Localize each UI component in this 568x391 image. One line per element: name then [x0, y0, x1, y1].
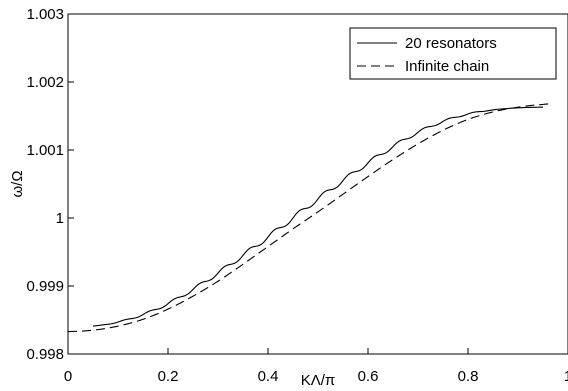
series-line-20-resonators: [93, 107, 543, 326]
y-tick-label: 1.003: [26, 6, 64, 23]
y-tick-label: 1: [56, 210, 64, 227]
y-tick-label: 0.999: [26, 278, 64, 295]
y-tick-label: 1.002: [26, 74, 64, 91]
x-axis-label: KΛ/π: [301, 372, 336, 389]
x-tick-label: 0: [64, 368, 72, 385]
legend-entry-infinite-chain: Infinite chain: [405, 58, 489, 75]
y-tick-label: 1.001: [26, 142, 64, 159]
x-tick-label: 0.4: [258, 368, 279, 385]
legend-entry-20-resonators: 20 resonators: [405, 35, 497, 52]
x-tick-label: 1: [564, 368, 568, 385]
x-tick-label: 0.8: [458, 368, 479, 385]
y-axis-ticks: 0.998 0.999 1 1.001 1.002 1.003: [26, 6, 74, 363]
y-tick-label: 0.998: [26, 346, 64, 363]
series-layer: [68, 104, 553, 332]
y-axis-label: ω/Ω: [9, 170, 26, 197]
legend: 20 resonators Infinite chain: [350, 28, 556, 79]
x-tick-label: 0.6: [358, 368, 379, 385]
series-line-infinite-chain: [68, 104, 553, 332]
x-tick-label: 0.2: [158, 368, 179, 385]
